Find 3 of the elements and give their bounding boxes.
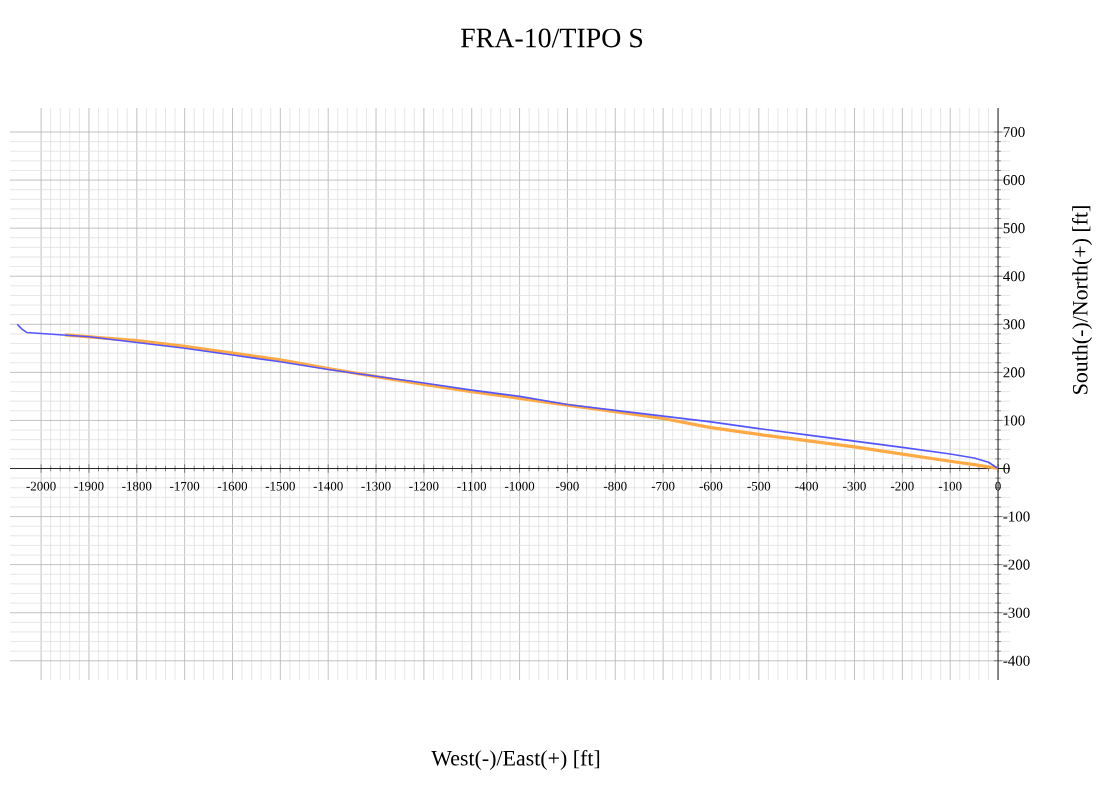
y-axis-title: South(-)/North(+) [ft] <box>1071 206 1093 394</box>
x-axis-title: West(-)/East(+) [ft] <box>431 749 600 771</box>
chart-title: FRA-10/TIPO S <box>460 28 643 48</box>
